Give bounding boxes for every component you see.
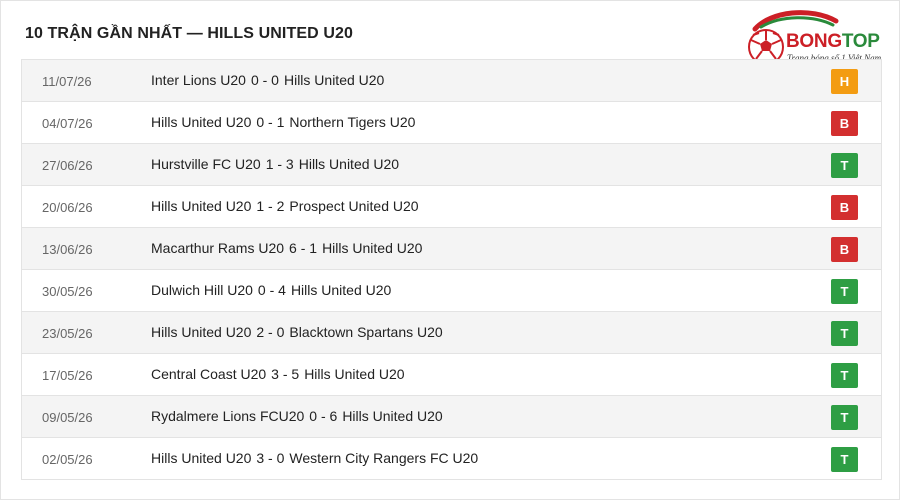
match-row[interactable]: 09/05/26 Rydalmere Lions FCU20 0 - 6 Hills … (22, 396, 881, 438)
match-score: 3 - 5 (271, 366, 300, 382)
result-badge: T (831, 153, 858, 178)
page-title: 10 TRẬN GẦN NHẤT — HILLS UNITED U20 (25, 25, 353, 42)
result-badge: T (831, 279, 858, 304)
match-fixture: Dulwich Hill U20 0 - 4 Hills United U20 (151, 282, 391, 298)
match-row[interactable]: 17/05/26 Central Coast U20 3 - 5 Hills Unit… (22, 354, 881, 396)
logo-tagline: Trang bóng số 1 Việt Nam (787, 53, 882, 63)
match-row[interactable]: 27/06/26 Hurstville FC U20 1 - 3 Hills Unit… (22, 144, 881, 186)
match-score: 0 - 1 (256, 114, 285, 130)
result-badge: T (831, 447, 858, 472)
match-score: 0 - 4 (257, 282, 286, 298)
result-badge: T (831, 363, 858, 388)
away-team: Hills United U20 (290, 282, 392, 298)
match-score: 1 - 2 (256, 198, 285, 214)
match-row[interactable]: 02/05/26 Hills United U20 3 - 0 Western Cit… (22, 438, 881, 480)
match-date: 02/05/26 (42, 452, 93, 467)
result-badge: B (831, 111, 858, 136)
result-badge: H (831, 69, 858, 94)
match-row[interactable]: 04/07/26 Hills United U20 0 - 1 Northern Ti… (22, 102, 881, 144)
home-team: Central Coast U20 (151, 366, 267, 382)
home-team: Hills United U20 (151, 198, 252, 214)
away-team: Prospect United U20 (289, 198, 419, 214)
match-fixture: Macarthur Rams U20 6 - 1 Hills United U20 (151, 240, 422, 256)
away-team: Hills United U20 (342, 408, 443, 424)
home-team: Macarthur Rams U20 (151, 240, 285, 256)
away-team: Hills United U20 (283, 72, 385, 88)
match-fixture: Hills United U20 1 - 2 Prospect United U20 (151, 198, 419, 214)
away-team: Hills United U20 (304, 366, 405, 382)
match-row[interactable]: 20/06/26 Hills United U20 1 - 2 Prospect Un… (22, 186, 881, 228)
match-row[interactable]: 11/07/26 Inter Lions U20 0 - 0 Hills United… (22, 60, 881, 102)
away-team: Northern Tigers U20 (289, 114, 416, 130)
match-date: 04/07/26 (42, 116, 93, 131)
match-date: 27/06/26 (42, 158, 93, 173)
home-team: Hills United U20 (151, 114, 252, 130)
away-team: Hills United U20 (322, 240, 423, 256)
match-row[interactable]: 30/05/26 Dulwich Hill U20 0 - 4 Hills Unite… (22, 270, 881, 312)
match-fixture: Hills United U20 0 - 1 Northern Tigers U20 (151, 114, 415, 130)
match-date: 17/05/26 (42, 368, 93, 383)
match-score: 3 - 0 (256, 450, 285, 466)
home-team: Hurstville FC U20 (151, 156, 261, 172)
match-fixture: Hills United U20 2 - 0 Blacktown Spartans … (151, 324, 443, 340)
home-team: Hills United U20 (151, 450, 252, 466)
away-team: Western City Rangers FC U20 (289, 450, 479, 466)
match-score: 0 - 0 (250, 72, 279, 88)
match-score: 2 - 0 (256, 324, 285, 340)
match-score: 6 - 1 (289, 240, 318, 256)
match-fixture: Inter Lions U20 0 - 0 Hills United U20 (151, 72, 384, 88)
match-score: 1 - 3 (265, 156, 294, 172)
match-fixture: Central Coast U20 3 - 5 Hills United U20 (151, 366, 405, 382)
match-date: 13/06/26 (42, 242, 93, 257)
match-row[interactable]: 23/05/26 Hills United U20 2 - 0 Blacktown S… (22, 312, 881, 354)
away-team: Hills United U20 (298, 156, 400, 172)
match-row[interactable]: 13/06/26 Macarthur Rams U20 6 - 1 Hills Uni… (22, 228, 881, 270)
home-team: Inter Lions U20 (151, 72, 246, 88)
match-date: 20/06/26 (42, 200, 93, 215)
match-date: 09/05/26 (42, 410, 93, 425)
result-badge: T (831, 321, 858, 346)
match-fixture: Hills United U20 3 - 0 Western City Ranger… (151, 450, 478, 466)
home-team: Rydalmere Lions FCU20 (151, 408, 305, 424)
match-fixture: Rydalmere Lions FCU20 0 - 6 Hills United U… (151, 408, 443, 424)
home-team: Dulwich Hill U20 (151, 282, 253, 298)
logo-wordmark: BONGTOP (786, 31, 880, 52)
result-badge: B (831, 195, 858, 220)
match-fixture: Hurstville FC U20 1 - 3 Hills United U20 (151, 156, 399, 172)
match-score: 0 - 6 (309, 408, 338, 424)
match-date: 11/07/26 (42, 74, 92, 89)
match-date: 30/05/26 (42, 284, 93, 299)
result-badge: B (831, 237, 858, 262)
recent-matches-table: 11/07/26 Inter Lions U20 0 - 0 Hills United… (21, 59, 882, 480)
away-team: Blacktown Spartans U20 (289, 324, 443, 340)
match-date: 23/05/26 (42, 326, 93, 341)
result-badge: T (831, 405, 858, 430)
home-team: Hills United U20 (151, 324, 252, 340)
